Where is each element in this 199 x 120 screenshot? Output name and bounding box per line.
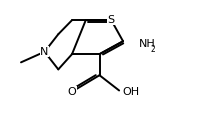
Text: OH: OH [122,87,139,97]
Text: O: O [68,87,76,97]
Text: S: S [108,15,115,25]
Text: 2: 2 [150,45,155,54]
Text: NH: NH [139,39,155,49]
Text: N: N [40,47,49,57]
